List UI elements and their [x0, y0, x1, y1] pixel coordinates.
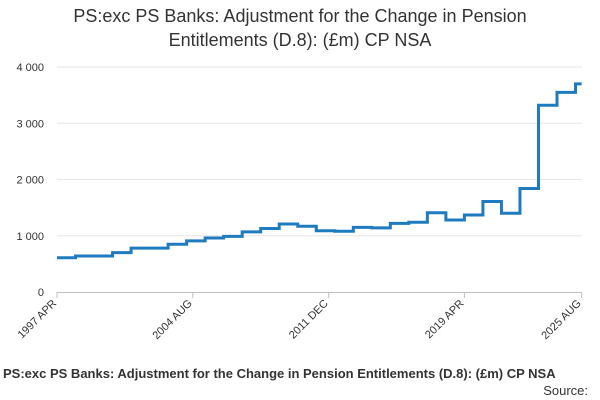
y-tick-label-2: 2 000 [16, 175, 44, 187]
chart-title-line-2: Entitlements (D.8): (£m) CP NSA [168, 30, 432, 50]
footer-source: Source: [543, 383, 588, 398]
x-axis: 1997 APR 2004 AUG 2011 DEC 2019 APR 2025 AUG [16, 292, 584, 342]
x-tick-label-3: 2019 APR [423, 298, 467, 342]
y-tick-label-1: 1 000 [16, 231, 44, 243]
x-tick-label-2: 2011 DEC [287, 298, 331, 342]
chart-title: PS:exc PS Banks: Adjustment for the Chan… [0, 4, 600, 52]
chart-title-line-1: PS:exc PS Banks: Adjustment for the Chan… [73, 6, 527, 26]
y-tick-label-3: 3 000 [16, 118, 44, 130]
y-axis: 0 1 000 2 000 3 000 4 000 [16, 62, 44, 299]
gridlines [57, 66, 582, 237]
x-tick-label-0: 1997 APR [16, 298, 60, 342]
x-tick-label-1: 2004 AUG [150, 298, 194, 342]
y-tick-label-4: 4 000 [16, 62, 44, 74]
y-tick-label-0: 0 [38, 287, 44, 299]
series-line-0 [57, 82, 582, 260]
x-tick-label-4: 2025 AUG [539, 298, 583, 342]
footer-title: PS:exc PS Banks: Adjustment for the Chan… [3, 366, 556, 381]
series-group [57, 82, 582, 260]
